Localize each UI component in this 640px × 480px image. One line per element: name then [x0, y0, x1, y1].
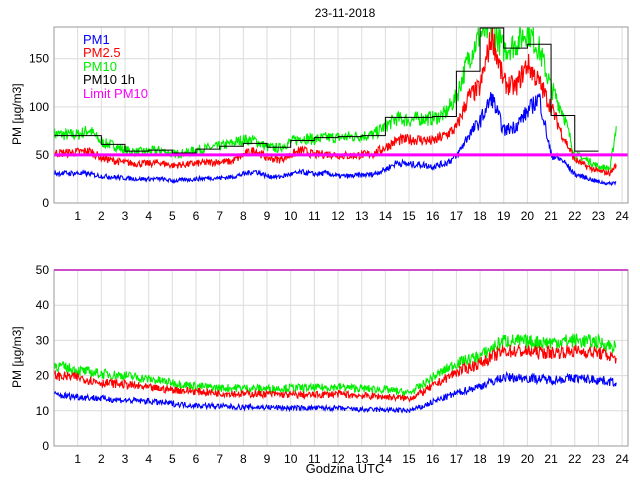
x-tick-label: 18: [473, 209, 487, 223]
x-tick-label: 2: [98, 452, 105, 466]
legend-pm25: PM2.5: [83, 45, 121, 61]
x-tick-label: 1: [74, 209, 81, 223]
x-tick-label: 23: [592, 209, 606, 223]
y-tick-label: 40: [36, 298, 50, 312]
x-tick-label: 10: [284, 209, 298, 223]
bottom-y-axis-label: PM [µg/m3]: [10, 326, 24, 388]
x-tick-label: 5: [169, 209, 176, 223]
x-tick-label: 8: [240, 209, 247, 223]
x-tick-label: 24: [615, 209, 629, 223]
x-tick-label: 15: [402, 209, 416, 223]
x-tick-label: 22: [568, 209, 582, 223]
y-tick-label: 50: [36, 148, 50, 162]
series-line-pm10: [53, 26, 617, 172]
y-tick-label: 0: [42, 196, 49, 210]
x-tick-label: 12: [331, 452, 345, 466]
x-tick-label: 14: [379, 452, 393, 466]
x-tick-label: 17: [450, 209, 464, 223]
x-tick-label: 4: [145, 452, 152, 466]
legend-pm10: PM10: [83, 58, 117, 74]
x-tick-label: 13: [355, 452, 369, 466]
x-tick-label: 12: [331, 209, 345, 223]
y-tick-label: 100: [29, 100, 49, 114]
x-tick-label: 23: [592, 452, 606, 466]
legend: PM1 PM2.5 PM10 PM10 1h Limit PM10: [83, 33, 148, 100]
y-tick-label: 10: [36, 404, 50, 418]
x-tick-label: 9: [264, 452, 271, 466]
legend-pm10-1h: PM10 1h: [83, 72, 136, 88]
y-tick-label: 20: [36, 369, 50, 383]
x-tick-label: 16: [426, 452, 440, 466]
y-tick-label: 30: [36, 333, 50, 347]
x-tick-label: 10: [284, 452, 298, 466]
top-y-axis-label: PM [µg/m3]: [10, 83, 24, 145]
series-line-pm10: [53, 333, 617, 397]
x-tick-label: 2: [98, 209, 105, 223]
x-tick-label: 14: [379, 209, 393, 223]
legend-pm1: PM1: [83, 32, 110, 47]
x-tick-label: 7: [216, 452, 223, 466]
x-tick-label: 13: [355, 209, 369, 223]
legend-limit: Limit PM10: [83, 85, 149, 101]
x-tick-label: 24: [615, 452, 629, 466]
x-tick-label: 8: [240, 452, 247, 466]
x-tick-label: 21: [544, 209, 558, 223]
x-tick-label: 19: [497, 209, 511, 223]
x-tick-label: 3: [122, 452, 129, 466]
plot-frame: [53, 269, 629, 447]
series-line-pm25: [53, 343, 617, 403]
series-line-pm1: [53, 92, 617, 187]
x-tick-label: 5: [169, 452, 176, 466]
x-tick-label: 19: [497, 452, 511, 466]
series-line-pm10-1h: [54, 27, 599, 154]
chart-title: 23-11-2018: [314, 6, 376, 20]
x-tick-label: 15: [402, 452, 416, 466]
series-line-pm1: [53, 370, 617, 414]
x-tick-label: 9: [264, 209, 271, 223]
x-tick-label: 4: [145, 209, 152, 223]
x-tick-label: 21: [544, 452, 558, 466]
x-tick-label: 11: [308, 209, 321, 223]
x-tick-label: 16: [426, 209, 440, 223]
x-axis-label: Godzina UTC: [305, 461, 385, 476]
x-tick-label: 20: [521, 452, 535, 466]
x-tick-label: 1: [74, 452, 81, 466]
x-tick-label: 7: [216, 209, 223, 223]
x-tick-label: 6: [193, 452, 200, 466]
x-tick-label: 22: [568, 452, 582, 466]
y-tick-label: 150: [29, 52, 49, 66]
x-tick-label: 17: [450, 452, 464, 466]
plot-frame: [53, 26, 629, 204]
x-tick-label: 6: [193, 209, 200, 223]
y-tick-label: 0: [42, 439, 49, 453]
x-tick-label: 18: [473, 452, 487, 466]
y-tick-label: 50: [36, 263, 50, 277]
x-tick-label: 3: [122, 209, 129, 223]
x-tick-label: 11: [308, 452, 321, 466]
x-tick-label: 20: [521, 209, 535, 223]
